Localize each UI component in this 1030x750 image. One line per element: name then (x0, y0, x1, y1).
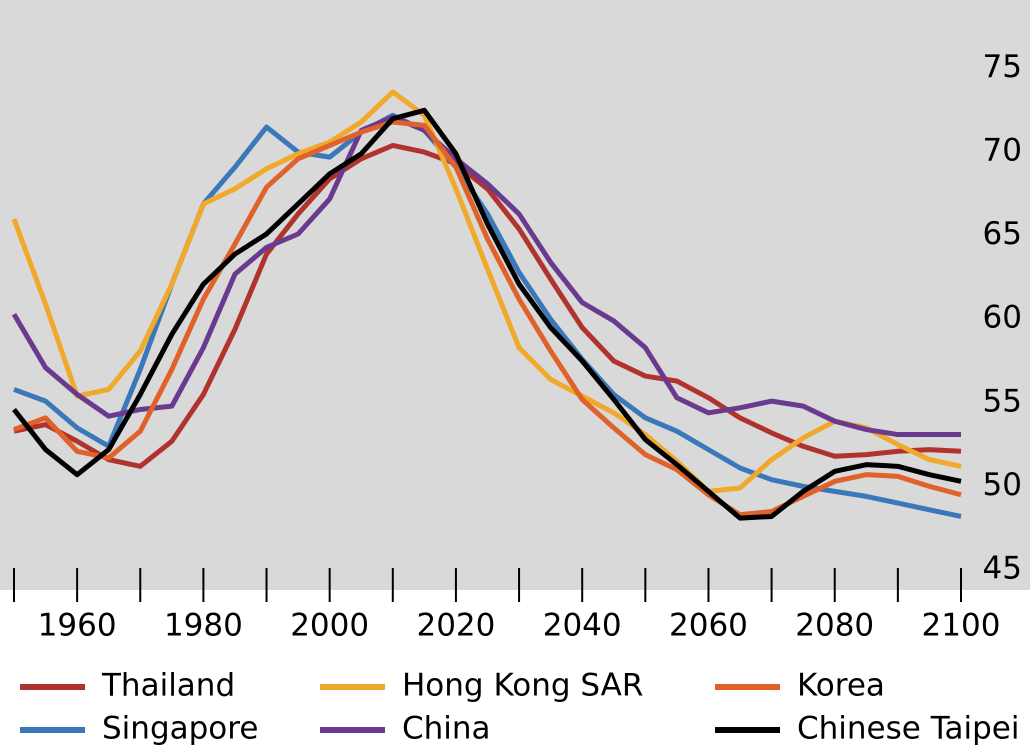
legend-label: Chinese Taipei (797, 711, 1019, 747)
x-tick-label: 2000 (290, 608, 369, 644)
series-line (13, 119, 962, 518)
y-tick-label: 45 (983, 550, 1022, 586)
legend-label: Hong Kong SAR (402, 668, 643, 704)
x-tick-label: 2080 (795, 608, 874, 644)
y-tick-label: 60 (983, 300, 1022, 336)
x-tick-label: 2100 (922, 608, 1001, 644)
x-tick-label: 2040 (543, 608, 622, 644)
series-line (11, 89, 962, 494)
x-tick-label: 1980 (164, 608, 243, 644)
x-tick-label: 1960 (38, 608, 117, 644)
x-tick-label: 2060 (669, 608, 748, 644)
legend-label: Thailand (101, 668, 235, 704)
legend-label: Korea (797, 668, 885, 704)
y-tick-label: 75 (983, 49, 1022, 85)
series-line (11, 114, 961, 438)
x-tick-label: 2020 (416, 608, 495, 644)
y-tick-label: 50 (983, 467, 1022, 503)
y-tick-label: 55 (983, 383, 1022, 419)
legend-label: Singapore (102, 711, 258, 747)
legend-label: China (402, 711, 491, 747)
y-tick-label: 65 (983, 216, 1022, 252)
series-line (13, 142, 962, 469)
series-line (12, 107, 962, 521)
y-tick-label: 70 (983, 133, 1022, 169)
